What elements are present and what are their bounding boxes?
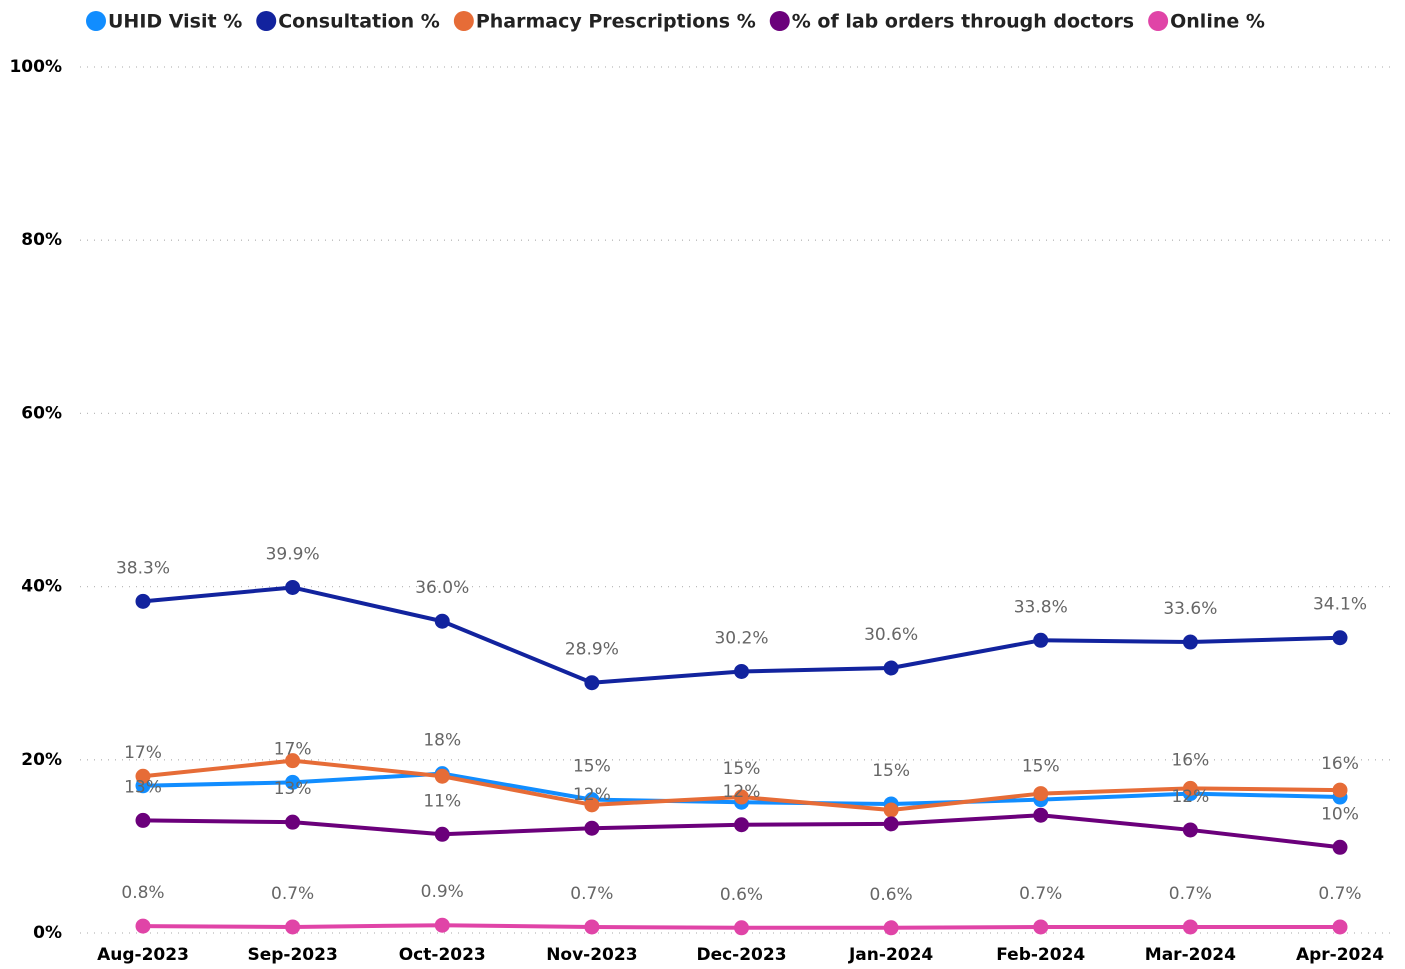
data-label: 0.8%	[121, 883, 164, 903]
x-tick-label: Mar-2024	[1145, 945, 1236, 965]
data-label: 30.6%	[864, 625, 918, 645]
data-label: 0.7%	[570, 884, 613, 904]
data-label: 13%	[124, 777, 162, 797]
point	[1332, 919, 1348, 935]
legend-label: Pharmacy Prescriptions %	[476, 11, 756, 33]
data-label: 0.6%	[720, 885, 763, 905]
point	[584, 820, 600, 836]
point	[883, 816, 899, 832]
point	[434, 826, 450, 842]
legend-label: % of lab orders through doctors	[792, 11, 1134, 33]
y-tick-label: 60%	[21, 403, 62, 423]
data-label: 0.9%	[421, 882, 464, 902]
data-label: 18%	[423, 731, 461, 751]
x-tick-label: Jan-2024	[848, 945, 933, 965]
data-label: 15%	[573, 757, 611, 777]
point	[434, 613, 450, 629]
x-tick-label: Nov-2023	[546, 945, 637, 965]
x-tick-label: Aug-2023	[97, 945, 189, 965]
point	[285, 814, 301, 830]
data-label: 15%	[723, 759, 761, 779]
point	[584, 919, 600, 935]
data-label: 12%	[723, 782, 761, 802]
data-label: 16%	[1171, 751, 1209, 771]
point	[1182, 822, 1198, 838]
point	[285, 919, 301, 935]
point	[434, 768, 450, 784]
point	[135, 593, 151, 609]
data-label: 34.1%	[1313, 595, 1367, 615]
point	[285, 753, 301, 769]
x-tick-label: Dec-2023	[696, 945, 786, 965]
point	[1182, 780, 1198, 796]
y-tick-label: 80%	[21, 230, 62, 250]
point	[883, 802, 899, 818]
point	[734, 789, 749, 805]
x-tick-label: Oct-2023	[399, 945, 486, 965]
point	[135, 918, 151, 934]
point	[734, 663, 749, 679]
point	[1332, 782, 1348, 798]
point	[434, 917, 450, 933]
data-label: 11%	[423, 791, 461, 811]
point	[1033, 632, 1049, 648]
x-tick-label: Apr-2024	[1296, 945, 1384, 965]
point	[883, 660, 899, 676]
y-tick-label: 0%	[33, 923, 62, 943]
point	[584, 797, 600, 813]
data-label: 28.9%	[565, 640, 619, 660]
legend-label: Online %	[1170, 11, 1265, 33]
legend-marker	[769, 11, 790, 31]
data-label: 0.7%	[1318, 884, 1361, 904]
legend-marker	[256, 11, 277, 31]
point	[883, 920, 899, 936]
point	[734, 920, 749, 936]
data-label: 33.8%	[1014, 597, 1068, 617]
data-label: 30.2%	[714, 628, 768, 648]
point	[1182, 919, 1198, 935]
data-label: 0.7%	[1169, 884, 1212, 904]
legend-marker	[1148, 11, 1169, 31]
point	[1033, 807, 1049, 823]
legend-marker	[86, 11, 106, 31]
data-label: 0.6%	[870, 885, 913, 905]
data-label: 12%	[573, 785, 611, 805]
data-label: 36.0%	[415, 578, 469, 598]
y-tick-label: 40%	[21, 577, 62, 597]
y-tick-label: 20%	[21, 750, 62, 770]
y-tick-label: 100%	[9, 57, 62, 77]
data-label: 0.7%	[271, 884, 314, 904]
legend-label: Consultation %	[278, 11, 440, 33]
data-label: 33.6%	[1163, 599, 1217, 619]
point	[584, 675, 600, 691]
data-label: 15%	[872, 761, 910, 781]
legend-label: UHID Visit %	[108, 11, 242, 33]
x-tick-label: Sep-2023	[247, 945, 337, 965]
point	[285, 579, 301, 595]
point	[1332, 839, 1348, 855]
data-label: 12%	[1171, 787, 1209, 807]
legend-marker	[453, 11, 474, 31]
point	[135, 812, 151, 828]
data-label: 13%	[274, 779, 312, 799]
data-label: 0.7%	[1019, 884, 1062, 904]
point	[1033, 786, 1049, 802]
point	[734, 817, 749, 833]
x-tick-label: Feb-2024	[996, 945, 1085, 965]
point	[285, 774, 301, 790]
data-label: 17%	[274, 739, 312, 759]
data-label: 17%	[124, 743, 162, 763]
point	[1182, 634, 1198, 650]
data-label: 38.3%	[116, 558, 170, 578]
point	[1332, 630, 1348, 646]
data-label: 15%	[1022, 757, 1060, 777]
point	[135, 768, 151, 784]
data-label: 39.9%	[266, 544, 320, 564]
data-label: 16%	[1321, 754, 1359, 774]
data-label: 10%	[1321, 804, 1359, 824]
point	[1033, 919, 1049, 935]
